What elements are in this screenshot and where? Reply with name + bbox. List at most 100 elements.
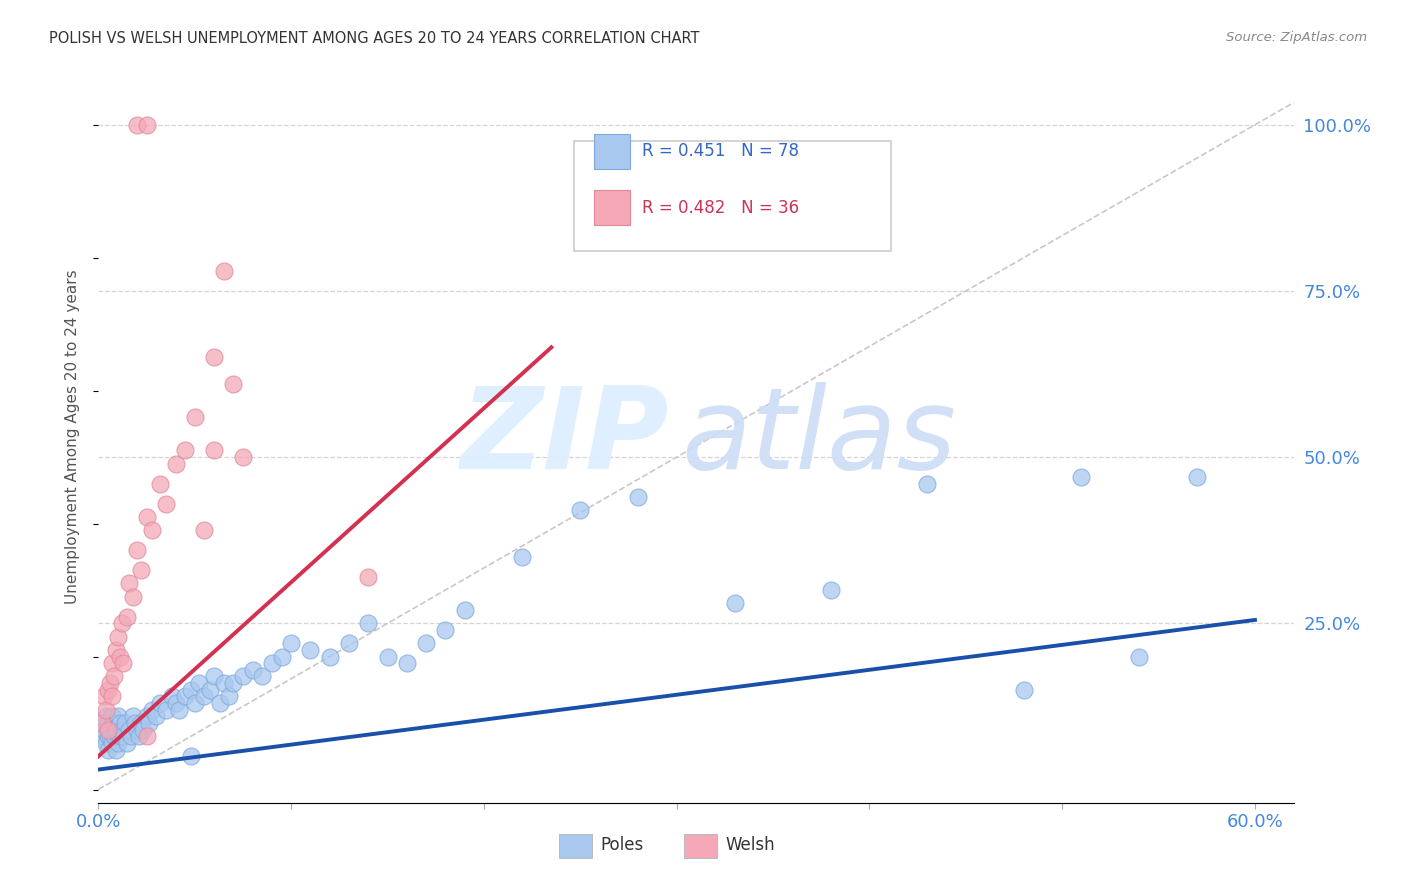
Point bbox=[415, 636, 437, 650]
Point bbox=[145, 709, 167, 723]
Point bbox=[337, 636, 360, 650]
Point bbox=[97, 716, 120, 731]
Point bbox=[94, 709, 117, 723]
Point bbox=[169, 703, 191, 717]
Point bbox=[627, 490, 650, 504]
Point bbox=[180, 749, 202, 764]
Point bbox=[174, 443, 197, 458]
Point bbox=[107, 736, 129, 750]
Point bbox=[232, 450, 254, 464]
Point bbox=[103, 729, 125, 743]
Point bbox=[1070, 470, 1092, 484]
Point bbox=[135, 118, 157, 132]
Point bbox=[107, 630, 129, 644]
Point bbox=[252, 669, 274, 683]
Text: R = 0.451   N = 78: R = 0.451 N = 78 bbox=[643, 142, 799, 160]
Point bbox=[122, 590, 145, 604]
Bar bbox=[685, 833, 717, 858]
Point bbox=[202, 351, 225, 365]
Point bbox=[218, 690, 240, 704]
Point bbox=[98, 723, 121, 737]
Point bbox=[160, 690, 183, 704]
Point bbox=[569, 503, 592, 517]
Point bbox=[98, 729, 121, 743]
Point bbox=[165, 457, 187, 471]
Point bbox=[155, 497, 177, 511]
Point bbox=[97, 742, 120, 756]
Point bbox=[112, 656, 135, 670]
Point bbox=[94, 736, 117, 750]
Point bbox=[114, 716, 136, 731]
Bar bbox=[595, 190, 630, 225]
Point bbox=[193, 523, 215, 537]
Point bbox=[128, 729, 150, 743]
Point bbox=[125, 543, 148, 558]
Point bbox=[97, 729, 120, 743]
Point bbox=[132, 723, 155, 737]
Point bbox=[93, 690, 115, 704]
Point bbox=[138, 716, 160, 731]
Point bbox=[212, 676, 235, 690]
Point bbox=[108, 649, 131, 664]
Point bbox=[104, 742, 127, 756]
Point bbox=[112, 729, 135, 743]
Point bbox=[377, 649, 399, 664]
Point bbox=[165, 696, 187, 710]
Point bbox=[141, 523, 163, 537]
Point bbox=[202, 443, 225, 458]
Point bbox=[155, 703, 177, 717]
Point bbox=[357, 616, 380, 631]
Point bbox=[97, 723, 120, 737]
Point bbox=[125, 118, 148, 132]
Point bbox=[91, 716, 114, 731]
Point bbox=[357, 570, 380, 584]
Point bbox=[512, 549, 534, 564]
Point bbox=[108, 729, 131, 743]
Point bbox=[1012, 682, 1035, 697]
Point bbox=[723, 596, 745, 610]
Text: atlas: atlas bbox=[682, 382, 956, 492]
Point bbox=[149, 696, 172, 710]
Point bbox=[120, 729, 142, 743]
Point bbox=[103, 669, 125, 683]
Point bbox=[299, 643, 322, 657]
Point bbox=[242, 663, 264, 677]
Y-axis label: Unemployment Among Ages 20 to 24 years: Unemployment Among Ages 20 to 24 years bbox=[65, 269, 80, 605]
Point bbox=[212, 264, 235, 278]
Point bbox=[101, 656, 124, 670]
Point bbox=[101, 736, 124, 750]
Point bbox=[107, 709, 129, 723]
Point bbox=[141, 703, 163, 717]
Bar bbox=[595, 134, 630, 169]
Point bbox=[101, 709, 124, 723]
Point bbox=[129, 563, 152, 577]
Point bbox=[103, 716, 125, 731]
Point bbox=[820, 582, 842, 597]
Point bbox=[270, 649, 292, 664]
Point bbox=[917, 476, 939, 491]
Point bbox=[93, 716, 115, 731]
Text: ZIP: ZIP bbox=[461, 382, 669, 492]
Point bbox=[135, 709, 157, 723]
Bar bbox=[558, 833, 592, 858]
Point bbox=[453, 603, 475, 617]
FancyBboxPatch shape bbox=[574, 141, 891, 251]
Point bbox=[104, 723, 127, 737]
Point bbox=[104, 643, 127, 657]
Point bbox=[122, 709, 145, 723]
Point bbox=[260, 656, 283, 670]
Point bbox=[1128, 649, 1150, 664]
Point bbox=[319, 649, 342, 664]
Point bbox=[200, 682, 222, 697]
Point bbox=[187, 676, 209, 690]
Point bbox=[98, 676, 121, 690]
Point bbox=[124, 716, 146, 731]
Point bbox=[149, 476, 172, 491]
Point bbox=[184, 410, 207, 425]
Point bbox=[125, 723, 148, 737]
Point bbox=[202, 669, 225, 683]
Text: Poles: Poles bbox=[600, 836, 644, 855]
Point bbox=[1185, 470, 1208, 484]
Text: Source: ZipAtlas.com: Source: ZipAtlas.com bbox=[1226, 31, 1367, 45]
Point bbox=[91, 729, 114, 743]
